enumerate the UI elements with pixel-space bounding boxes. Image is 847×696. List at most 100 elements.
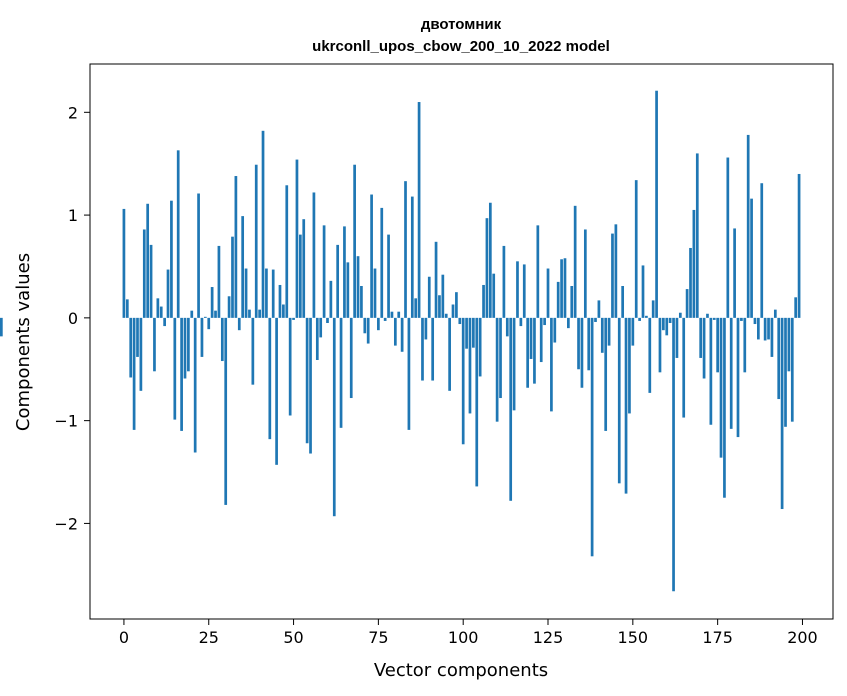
bar-126: [550, 317, 553, 412]
bar-112: [502, 245, 506, 318]
bar-53: [302, 219, 306, 318]
y-tick-label: −2: [54, 514, 78, 533]
bar-31: [227, 296, 231, 318]
bar-157: [655, 90, 658, 318]
bar-159: [662, 317, 665, 331]
bar-162: [672, 317, 675, 592]
bar-73: [370, 194, 373, 318]
bar-49: [288, 317, 292, 416]
bar-188: [760, 183, 764, 318]
bar-24: [203, 316, 207, 318]
bar-22: [197, 193, 200, 318]
bar-176: [719, 317, 723, 458]
bar-45: [275, 317, 278, 465]
bar-95: [444, 313, 448, 318]
bar-50: [292, 317, 295, 320]
bar-87: [417, 102, 421, 318]
x-tick-label: 200: [787, 628, 818, 647]
y-tick-label: 0: [68, 309, 78, 328]
bar-19: [187, 317, 190, 372]
bar-124: [543, 317, 546, 326]
bar-137: [587, 317, 591, 371]
bar-96: [448, 317, 451, 391]
bar-27: [214, 310, 217, 318]
chart-title-line2: ukrconll_upos_cbow_200_10_2022 model: [312, 38, 610, 55]
bar-71: [363, 317, 367, 334]
bar-61: [329, 280, 333, 318]
bar-undefined: [0, 317, 3, 337]
bar-2: [129, 317, 133, 378]
bar-143: [607, 317, 611, 346]
bar-67: [349, 317, 353, 399]
bar-44: [271, 269, 275, 318]
bar-14: [170, 200, 173, 318]
bar-83: [404, 181, 407, 318]
bar-125: [546, 268, 550, 318]
bar-35: [241, 216, 245, 318]
bar-146: [617, 317, 621, 484]
bar-184: [746, 134, 750, 318]
bar-118: [522, 264, 526, 318]
chart-title-line1: двотомник: [421, 16, 502, 33]
bar-158: [658, 317, 662, 373]
bar-109: [492, 273, 496, 318]
bar-120: [529, 317, 533, 359]
x-tick-label: 125: [533, 628, 564, 647]
bar-198: [794, 297, 798, 318]
bar-136: [583, 229, 587, 318]
bar-46: [278, 284, 282, 318]
bar-183: [743, 317, 747, 373]
bar-26: [210, 287, 214, 318]
bar-147: [621, 286, 625, 318]
bar-48: [285, 185, 289, 318]
x-ticks-group: 0 25 50 75 100 125 150 175 200: [119, 619, 818, 647]
x-tick-label: 25: [199, 628, 219, 647]
bar-5: [139, 317, 143, 391]
y-axis-label: Components values: [13, 253, 34, 431]
bar-148: [624, 317, 628, 494]
bar-21: [193, 317, 197, 453]
bar-190: [767, 317, 770, 340]
bar-133: [573, 205, 577, 318]
bar-170: [699, 317, 703, 358]
bar-187: [757, 317, 760, 340]
bar-11: [159, 306, 163, 318]
bar-108: [488, 202, 492, 318]
bar-132: [570, 286, 574, 318]
bar-70: [360, 286, 363, 318]
bar-28: [217, 245, 221, 318]
bar-174: [712, 317, 716, 320]
bar-144: [611, 233, 614, 318]
bar-99: [458, 317, 462, 325]
bar-163: [675, 317, 679, 358]
bar-6: [142, 229, 146, 318]
bar-150: [631, 317, 635, 346]
bar-103: [472, 317, 475, 348]
bar-140: [597, 300, 601, 318]
bar-115: [512, 317, 516, 411]
bar-117: [519, 317, 523, 327]
bar-134: [577, 317, 580, 370]
bar-17: [180, 317, 183, 431]
bar-192: [773, 309, 777, 318]
bar-128: [556, 281, 560, 318]
bar-100: [461, 317, 465, 445]
bar-29: [220, 317, 224, 362]
bar-74: [373, 268, 377, 318]
bar-156: [651, 300, 655, 318]
bar-65: [343, 226, 346, 318]
bar-193: [777, 317, 781, 400]
bar-104: [475, 317, 479, 487]
bar-169: [695, 153, 699, 318]
bar-178: [726, 157, 730, 318]
bar-77: [383, 317, 387, 321]
bar-63: [336, 244, 340, 318]
x-axis-label: Vector components: [374, 660, 548, 681]
bar-122: [536, 225, 540, 318]
bar-172: [706, 313, 709, 318]
bar-180: [733, 228, 736, 318]
bar-119: [526, 317, 530, 388]
bar-161: [668, 317, 672, 323]
bar-60: [326, 317, 329, 323]
